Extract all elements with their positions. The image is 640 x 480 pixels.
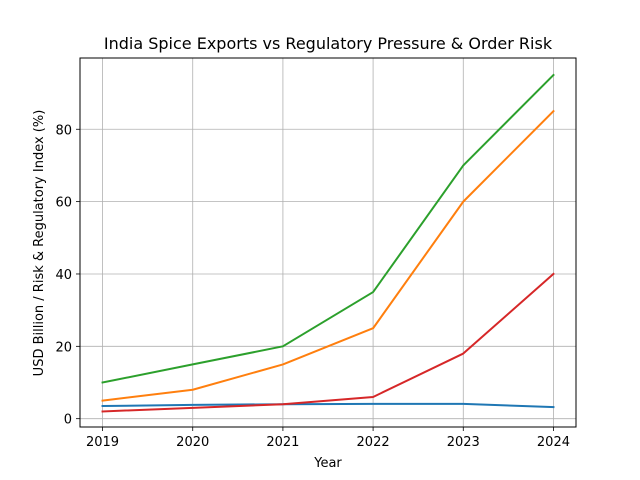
series-blue-line (101, 402, 555, 409)
y-tick-label: 20 (55, 340, 72, 355)
y-tick-label: 80 (55, 123, 72, 138)
y-tick-label: 0 (64, 413, 72, 428)
series-red-line (101, 272, 555, 413)
chart-title: India Spice Exports vs Regulatory Pressu… (104, 34, 553, 53)
x-tick-label: 2024 (537, 435, 570, 450)
x-tick-label: 2022 (357, 435, 390, 450)
y-tick-label: 60 (55, 196, 72, 211)
x-tick-label: 2019 (86, 435, 119, 450)
axis-ticks: 2019 2020 2021 2022 2023 2024 0 20 40 60 80 (55, 123, 570, 450)
series-lines (101, 73, 555, 413)
y-axis-label: USD Billion / Risk & Regulatory Index (%… (32, 110, 47, 377)
x-tick-label: 2023 (447, 435, 480, 450)
plot-frame (79, 57, 577, 428)
series-orange-line (101, 109, 555, 402)
x-tick-label: 2021 (266, 435, 299, 450)
y-tick-label: 40 (55, 268, 72, 283)
x-axis-label: Year (313, 456, 342, 471)
grid (80, 58, 576, 427)
x-tick-label: 2020 (176, 435, 209, 450)
series-green-line (101, 73, 555, 384)
